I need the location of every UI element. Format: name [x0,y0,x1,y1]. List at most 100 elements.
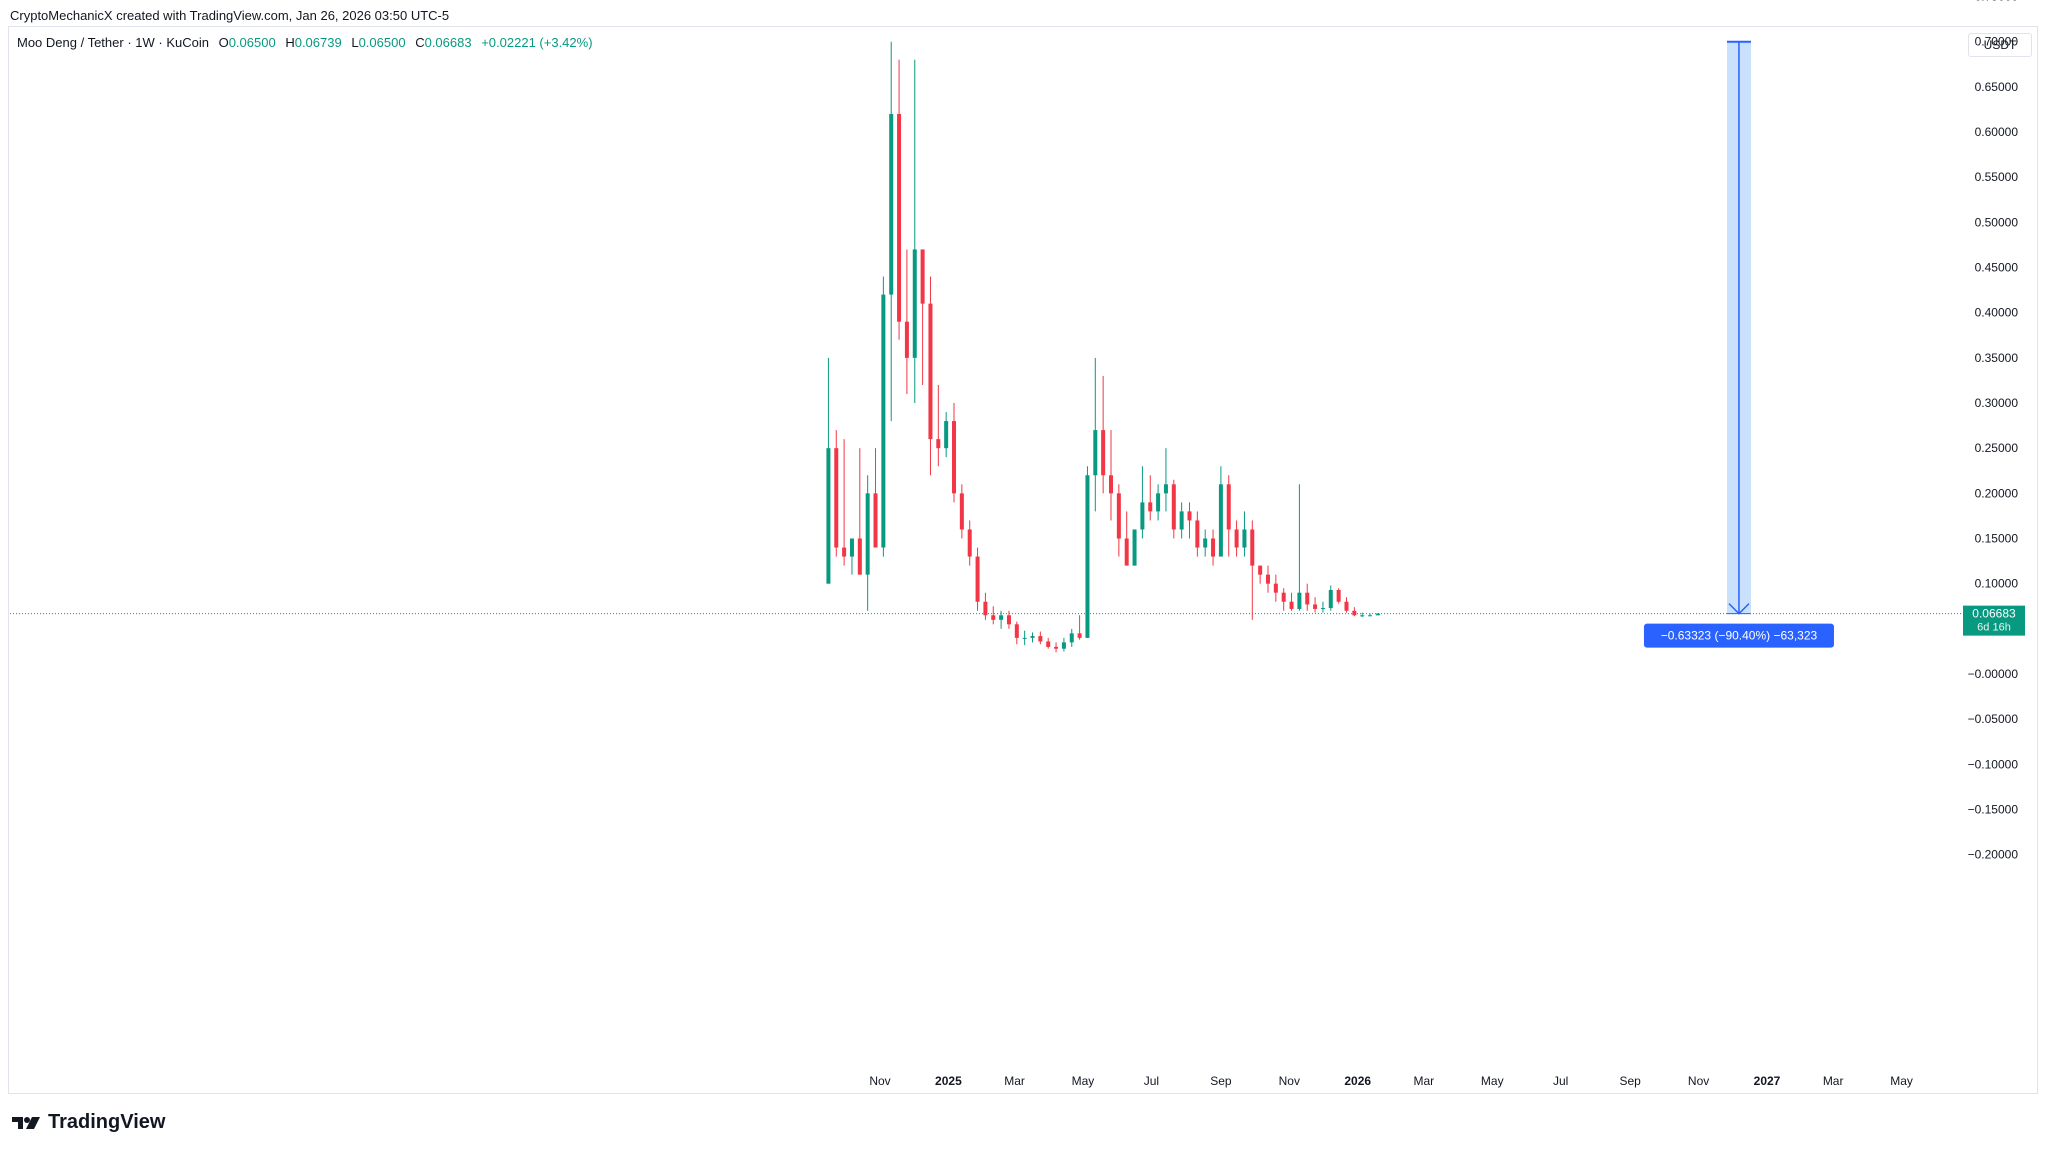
x-tick-label: Jul [1553,1074,1568,1088]
candle-body [1258,565,1263,575]
candle-body [1360,615,1365,617]
candle-body [834,448,839,548]
measure-label-box [1643,623,1834,648]
candle-body [1069,633,1074,643]
candle-body [1022,637,1027,639]
candle-body [1289,601,1294,609]
low-label: L [351,35,359,50]
chart-caption: CryptoMechanicX created with TradingView… [10,8,450,23]
candle-body [1077,633,1082,638]
candle-body [1320,608,1325,610]
x-tick-label: Sep [1210,1074,1232,1088]
candle-body [1109,475,1114,494]
y-tick-label: 0.35000 [1975,351,2019,365]
x-tick-label: Sep [1620,1074,1642,1088]
candle-body [1281,592,1286,602]
measure-arrow-head [1728,603,1750,615]
candle-body [1163,484,1168,494]
candle-body [928,303,933,440]
chart-frame [8,26,2038,1094]
candle-body [991,615,996,620]
candle-body [1218,484,1223,557]
candle-body [826,448,831,584]
candle-body [1046,641,1051,647]
y-tick-label: 0.50000 [1975,215,2019,229]
high-value: 0.06739 [294,35,342,50]
candle-body [1156,493,1161,512]
candle-body [1242,529,1247,548]
candle-body [983,601,988,616]
y-tick-label: 0.65000 [1975,80,2019,94]
candle-body [1014,624,1019,638]
x-tick-label: Mar [1414,1074,1435,1088]
price-tag-value: 0.06683 [1972,607,2016,621]
open-value: 0.06500 [228,35,276,50]
x-tick-label: Mar [1823,1074,1844,1088]
x-tick-label: Nov [1279,1074,1300,1088]
candle-body [1148,502,1153,512]
candle-body [842,547,847,557]
candle-body [1305,592,1310,605]
candle-body [1187,511,1192,521]
x-tick-label: May [1072,1074,1095,1088]
candle-body [1085,475,1090,638]
tradingview-logo[interactable]: TradingView [12,1111,165,1134]
y-tick-label: 0.45000 [1975,261,2019,275]
y-tick-label: −0.05000 [1968,712,2019,726]
candle-body [912,249,917,358]
candle-body [1101,430,1106,476]
candle-body [1234,529,1239,548]
candle-body [999,615,1004,620]
candle-body [857,538,862,575]
x-tick-label: 2027 [1754,1074,1781,1088]
candle-body [959,493,964,530]
x-tick-label: Jul [1144,1074,1159,1088]
x-tick-label: Nov [1688,1074,1709,1088]
currency-button[interactable]: USDT [1968,33,2032,57]
symbol-title[interactable]: Moo Deng / Tether · 1W · KuCoin [17,35,209,50]
y-tick-label: −0.00000 [1968,667,2019,681]
candle-body [1179,511,1184,530]
candle-body [1093,430,1098,476]
x-tick-label: Mar [1004,1074,1025,1088]
candle-body [1030,636,1035,638]
candle-body [967,529,972,557]
candle-body [920,249,925,304]
candle-body [1116,493,1121,539]
candle-body [1368,615,1373,617]
candle-body [1273,583,1278,593]
y-tick-label: 0.20000 [1975,486,2019,500]
x-tick-label: Nov [869,1074,890,1088]
low-value: 0.06500 [358,35,406,50]
y-tick-label: −0.10000 [1968,757,2019,771]
candle-body [1054,646,1059,649]
tradingview-logo-icon [12,1116,40,1129]
candle-body [897,113,902,322]
y-tick-label: 0.25000 [1975,441,2019,455]
y-tick-label: 0.55000 [1975,170,2019,184]
x-tick-label: May [1890,1074,1913,1088]
candle-body [1297,592,1302,609]
y-tick-label: −0.15000 [1968,802,2019,816]
candle-body [849,538,854,557]
y-tick-label: 0.15000 [1975,532,2019,546]
candle-body [1313,604,1318,609]
candle-body [865,493,870,575]
change-value: +0.02221 (+3.42%) [481,35,593,50]
candle-body [1203,538,1208,548]
candle-body [1328,589,1333,609]
candle-body [889,113,894,295]
candle-body [1038,636,1043,642]
candle-body [1140,502,1145,530]
candle-body [881,294,886,548]
candle-body [1344,601,1349,611]
candle-body [1171,484,1176,530]
candle-body [1375,613,1380,616]
candle-body [1352,610,1357,616]
candle-body [1195,520,1200,548]
y-tick-label: 0.60000 [1975,125,2019,139]
candle-body [1265,574,1270,584]
candle-body [1006,615,1011,625]
candle-body [944,421,949,449]
